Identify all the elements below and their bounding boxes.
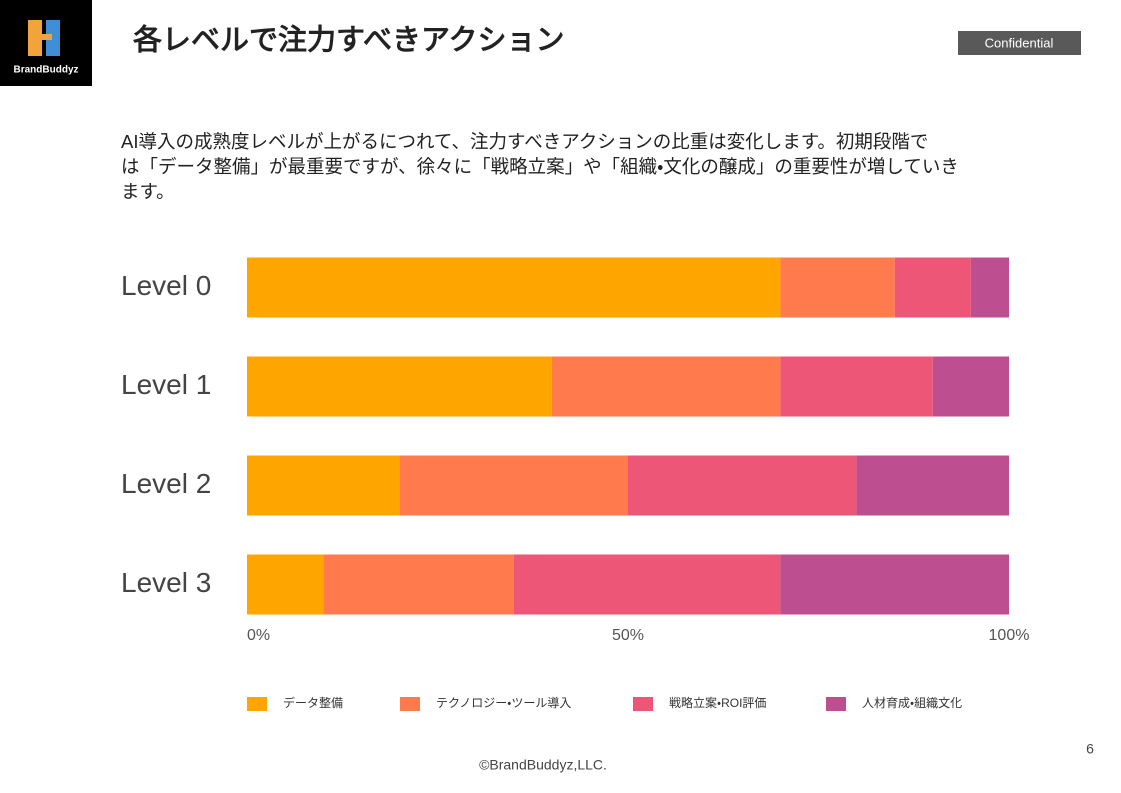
badge-text: Confidential: [985, 35, 1054, 50]
x-tick-label: 0%: [247, 627, 270, 644]
logo-mark: [28, 20, 42, 56]
y-tick-label: Level 3: [121, 567, 211, 598]
bar-segment: [247, 554, 324, 615]
legend-swatch: [633, 697, 653, 711]
legend-swatch: [826, 697, 846, 711]
x-tick-label: 50%: [612, 627, 644, 644]
x-tick-label: 100%: [989, 627, 1030, 644]
bar-segment: [513, 554, 781, 615]
y-tick-label: Level 1: [121, 369, 211, 400]
y-tick-label: Level 0: [121, 270, 211, 301]
bar-segment: [551, 356, 781, 417]
bar-segment: [856, 455, 1009, 516]
bar-segment: [894, 257, 971, 318]
page-number: 6: [1086, 741, 1094, 757]
bar-segment: [932, 356, 1009, 417]
bar-segment: [780, 257, 895, 318]
logo-mark: [46, 20, 60, 56]
description: は「データ整備」が最重要ですが、徐々に「戦略立案」や「組織・文化の醸成」の重要性…: [121, 156, 959, 177]
legend-swatch: [247, 697, 267, 711]
bar-segment: [323, 554, 514, 615]
legend-label: データ整備: [283, 695, 343, 710]
description: AI導入の成熟度レベルが上がるにつれて、注力すべきアクションの比重は変化します。…: [121, 131, 928, 152]
legend-label: 人材育成・組織文化: [862, 695, 962, 710]
copyright: ©BrandBuddyz,LLC.: [479, 757, 607, 773]
bar-segment: [780, 554, 1009, 615]
bar-segment: [399, 455, 628, 516]
bar-segment: [970, 257, 1009, 318]
legend-swatch: [400, 697, 420, 711]
logo-text: BrandBuddyz: [14, 65, 79, 76]
bar-segment: [247, 356, 552, 417]
description: ます。: [121, 181, 175, 202]
legend-label: 戦略立案・ROI評価: [669, 695, 766, 710]
logo-mark: [36, 34, 52, 40]
legend-label: テクノロジー・ツール導入: [436, 696, 571, 710]
bar-segment: [247, 455, 400, 516]
bar-segment: [780, 356, 933, 417]
y-tick-label: Level 2: [121, 468, 211, 499]
badge: [958, 31, 1081, 55]
bar-segment: [247, 257, 781, 318]
bar-segment: [628, 455, 857, 516]
slide-title: 各レベルで注力すべきアクション: [132, 23, 565, 57]
